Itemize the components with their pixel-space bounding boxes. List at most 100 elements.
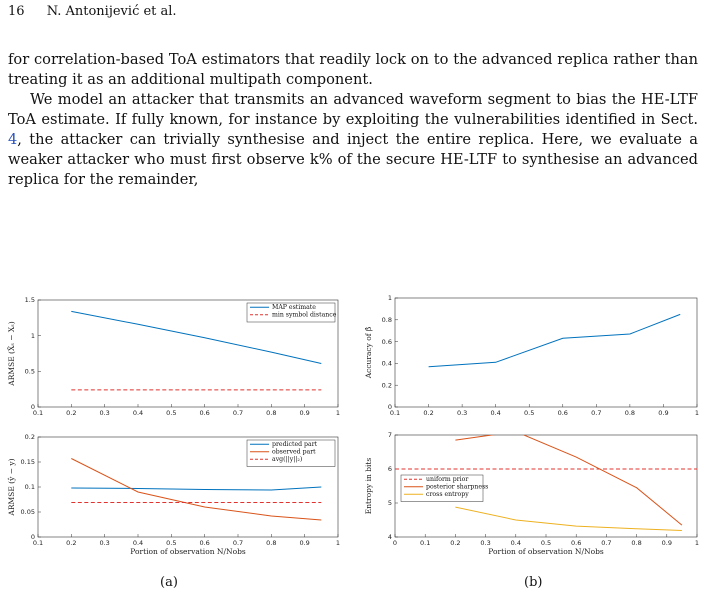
x-tick-label: 0.2 [66,409,76,417]
x-tick-label: 0 [393,539,397,547]
y-tick-label: 6 [388,465,392,473]
legend-entry: cross entropy [426,491,469,498]
legend-entry: observed part [272,449,316,456]
y-tick-label: 0.1 [25,483,35,491]
series-line-cross-entropy [455,506,682,531]
x-tick-label: 0.7 [591,409,601,417]
legend-box [246,302,336,323]
x-tick-label: 0.8 [266,539,276,547]
legend-entry: avg(||y||₂) [272,456,302,463]
x-tick-label: 0.8 [631,539,641,547]
y-tick-label: 0.15 [21,458,35,466]
y-tick-label: 0 [31,533,35,541]
y-tick-label: 0 [31,403,35,411]
x-tick-label: 0.6 [558,409,568,417]
figure: 0.1 0.2 0.3 0.4 0.5 0.6 0.7 0.8 0.9 1 0 0.5 1 1.5 ARMS… [7,294,699,556]
series-line-0 [428,313,681,368]
x-tick-label: 0.1 [33,409,43,417]
x-tick-label: 0.9 [299,409,309,417]
x-tick-label: 0.5 [541,539,551,547]
y-tick-label: 0.8 [382,316,392,324]
paragraph-2-part-a: We model an attacker that transmits an a… [8,91,698,128]
y-tick-label: 1.5 [25,296,35,304]
plot-frame [37,299,339,408]
caption-a: (a) [160,575,178,590]
chart-b-bottom: 0 0.1 0.2 0.3 0.4 0.5 0.6 0.7 0.8 0.9 1 4 5 6 7 Entropy… [364,431,699,556]
x-tick-label: 0.9 [299,539,309,547]
x-tick-label: 0.5 [166,409,176,417]
x-tick-label: 0.3 [457,409,467,417]
y-tick-label: 0 [388,403,392,411]
x-tick-label: 1 [695,409,699,417]
x-tick-label: 0.3 [99,409,109,417]
x-tick-label: 0.3 [99,539,109,547]
x-tick-label: 0.2 [450,539,460,547]
running-authors: N. Antonijević et al. [46,4,177,19]
x-tick-label: 0.4 [133,539,143,547]
x-tick-label: 0.8 [625,409,635,417]
y-tick-label: 0.4 [382,360,392,368]
x-tick-label: 0.7 [601,539,611,547]
series-line-observed-part [71,458,322,521]
x-tick-label: 0.9 [662,539,672,547]
y-tick-label: 5 [388,499,392,507]
x-tick-label: 0.6 [199,539,209,547]
y-tick-label: 0.05 [21,508,35,516]
y-tick-label: 1 [388,294,392,302]
chart-b-top: 0.1 0.2 0.3 0.4 0.5 0.6 0.7 0.8 0.9 1 0 0.2 0.4 0.6 0.… [364,294,699,417]
x-tick-label: 0.1 [33,539,43,547]
x-tick-label: 1 [336,409,340,417]
legend-entry: posterior sharpness [426,484,488,491]
section-reference-link[interactable]: 4 [8,131,18,148]
y-tick-label: 0.2 [382,381,392,389]
x-tick-label: 0.6 [571,539,581,547]
x-tick-label: 0.1 [420,539,430,547]
x-tick-label: 0.2 [423,409,433,417]
paragraph-2: We model an attacker that transmits an a… [8,90,698,190]
legend-entry: min symbol distance [272,312,337,319]
legend-entry: uniform prior [426,476,468,483]
x-tick-label: 0.4 [511,539,521,547]
legend-box [400,474,484,502]
y-tick-label: 0.5 [25,368,35,376]
x-tick-label: 0.2 [66,539,76,547]
x-tick-label: 1 [695,539,699,547]
x-tick-label: 0.4 [490,409,500,417]
x-tick-label: 1 [336,539,340,547]
x-tick-label: 0.3 [480,539,490,547]
chart-a-top: 0.1 0.2 0.3 0.4 0.5 0.6 0.7 0.8 0.9 1 0 0.5 1 1.5 ARMS… [7,296,340,417]
x-tick-label: 0.4 [133,409,143,417]
x-tick-label: 0.7 [233,539,243,547]
running-header: 16 N. Antonijević et al. [8,4,177,19]
page-number: 16 [8,4,25,19]
caption-b: (b) [524,575,543,590]
series-line-predicted-part [71,486,322,491]
plot-frame [394,297,698,408]
x-tick-label: 0.5 [166,539,176,547]
series-line-map-estimate [71,310,322,364]
x-tick-label: 0.1 [390,409,400,417]
legend-entry: MAP estimate [272,304,316,311]
y-tick-label: 0.6 [382,338,392,346]
x-axis-label: Portion of observation N/Nobs [488,547,604,556]
x-tick-label: 0.9 [658,409,668,417]
x-tick-label: 0.5 [524,409,534,417]
paragraph-1: for correlation-based ToA estimators tha… [8,51,698,88]
x-axis-label: Portion of observation N/Nobs [130,547,246,556]
y-tick-label: 0.2 [25,433,35,441]
y-tick-label: 4 [388,533,392,541]
chart-a-bottom: 0.1 0.2 0.3 0.4 0.5 0.6 0.7 0.8 0.9 1 0 0.05 0.1 0.15… [7,433,340,556]
y-tick-label: 7 [388,431,392,439]
paragraph-2-part-b: , the attacker can trivially synthesise … [8,131,698,188]
y-axis-label: ARMSE (ŷ − y) [7,458,16,516]
legend-entry: predicted part [272,441,318,448]
y-axis-label: ARMSE (X̂ₛ − Xₛ) [7,321,16,386]
series-line-posterior-sharpness [455,435,683,526]
y-axis-label: Entropy in bits [364,458,373,515]
x-tick-label: 0.7 [233,409,243,417]
body-text: for correlation-based ToA estimators tha… [8,50,698,190]
x-tick-label: 0.8 [266,409,276,417]
y-axis-label: Accuracy of β̂ [364,327,373,380]
